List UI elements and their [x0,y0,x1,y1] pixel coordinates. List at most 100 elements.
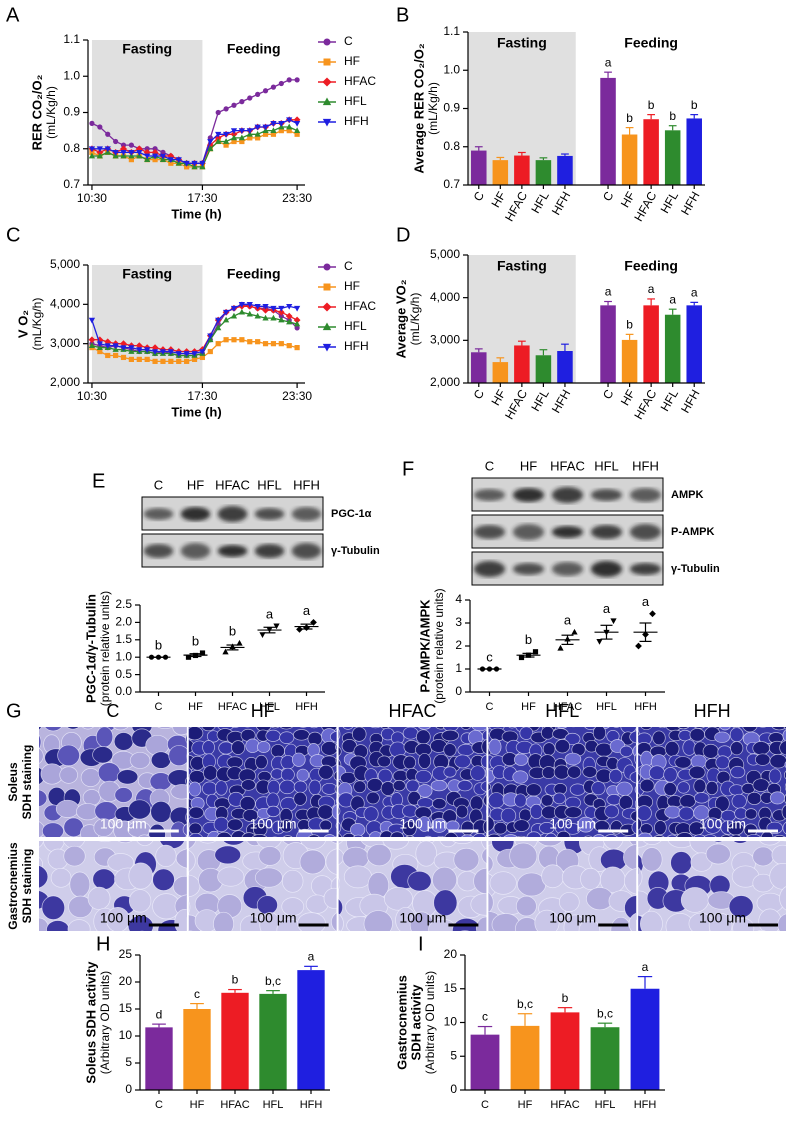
cell [642,841,662,845]
cell [338,727,340,728]
cell [330,841,337,844]
cell [567,765,582,779]
cell [488,833,501,837]
blot-band [629,563,662,575]
cell [338,913,344,931]
cell [613,727,620,728]
cell [188,806,205,819]
cell [188,822,203,835]
cell [784,761,787,769]
y-tick-label: 10 [119,1028,133,1042]
y-tick-label: 25 [119,947,133,961]
cell [624,867,637,895]
cell [335,756,337,765]
data-point [310,619,317,626]
cell [231,740,246,755]
cell [746,791,762,805]
cell [539,822,555,834]
bar [664,130,681,185]
legend-label: HFH [344,114,369,128]
cell [138,834,151,837]
cell [386,938,406,960]
cell [485,834,487,837]
blot-band [254,544,285,558]
cell [582,766,598,778]
data-point [262,88,269,94]
data-point [238,301,245,308]
data-point [215,131,222,138]
band-label: γ-Tubulin [671,563,720,575]
cell [67,919,91,931]
cell [730,765,746,779]
x-tick-label: HFH [300,1099,323,1111]
data-point [128,150,135,156]
cell [779,740,787,756]
cell [390,831,405,837]
cell [558,892,580,912]
data-point [175,157,182,164]
data-point [571,628,578,635]
data-point [286,77,292,83]
cell [363,910,393,931]
cell [338,841,343,845]
cell [508,727,516,729]
data-point [236,639,243,646]
cell [564,806,582,819]
significance-letter: a [266,606,274,621]
y-axis-label: Average RER CO₂/O₂ [411,43,426,173]
y-tick-label: 0 [125,1082,132,1096]
cell [554,738,571,754]
x-tick-label: C [600,387,617,402]
significance-letter: a [642,960,649,974]
cell [634,715,649,729]
cell [353,714,367,726]
cell [405,835,415,837]
significance-letter: b [192,633,199,648]
y-tick-label: 5,000 [50,257,80,271]
bar [471,352,487,383]
cell [98,841,112,843]
cell [470,765,486,781]
y-tick-label: 0.8 [443,139,460,153]
bar [590,1027,620,1090]
data-point [596,639,603,645]
cell [310,727,319,729]
data-point [113,352,119,359]
cell [46,920,70,931]
cell [175,848,187,869]
group-label: Feeding [624,258,678,274]
blot-band [590,489,623,501]
cell [653,835,665,837]
data-point [160,358,166,364]
data-point [294,77,300,83]
x-tick-label: 23:30 [282,389,312,403]
cell [222,841,245,846]
data-point [246,301,253,308]
data-point [286,318,293,325]
cell [455,804,469,819]
bar [510,1025,540,1090]
column-header: C [106,701,119,721]
cell [629,730,637,744]
data-point [120,150,127,156]
cell [257,741,271,753]
data-point [247,95,253,101]
data-point [144,356,150,362]
data-point [262,314,269,321]
data-point [230,130,238,138]
scale-bar-label: 100 μm [699,910,746,926]
cell [732,727,741,729]
x-axis-label: Time (h) [171,404,221,419]
bar [259,993,287,1090]
cell [785,836,787,837]
bar [535,160,552,185]
x-tick-label: HF [190,1099,205,1111]
significance-letter: b,c [597,1006,613,1020]
cell [483,794,487,807]
cell [580,867,601,890]
data-point [532,649,539,655]
cell [87,886,111,910]
panel-letter: F [402,458,414,480]
blot-band [180,543,211,559]
significance-letter: b [232,973,239,987]
